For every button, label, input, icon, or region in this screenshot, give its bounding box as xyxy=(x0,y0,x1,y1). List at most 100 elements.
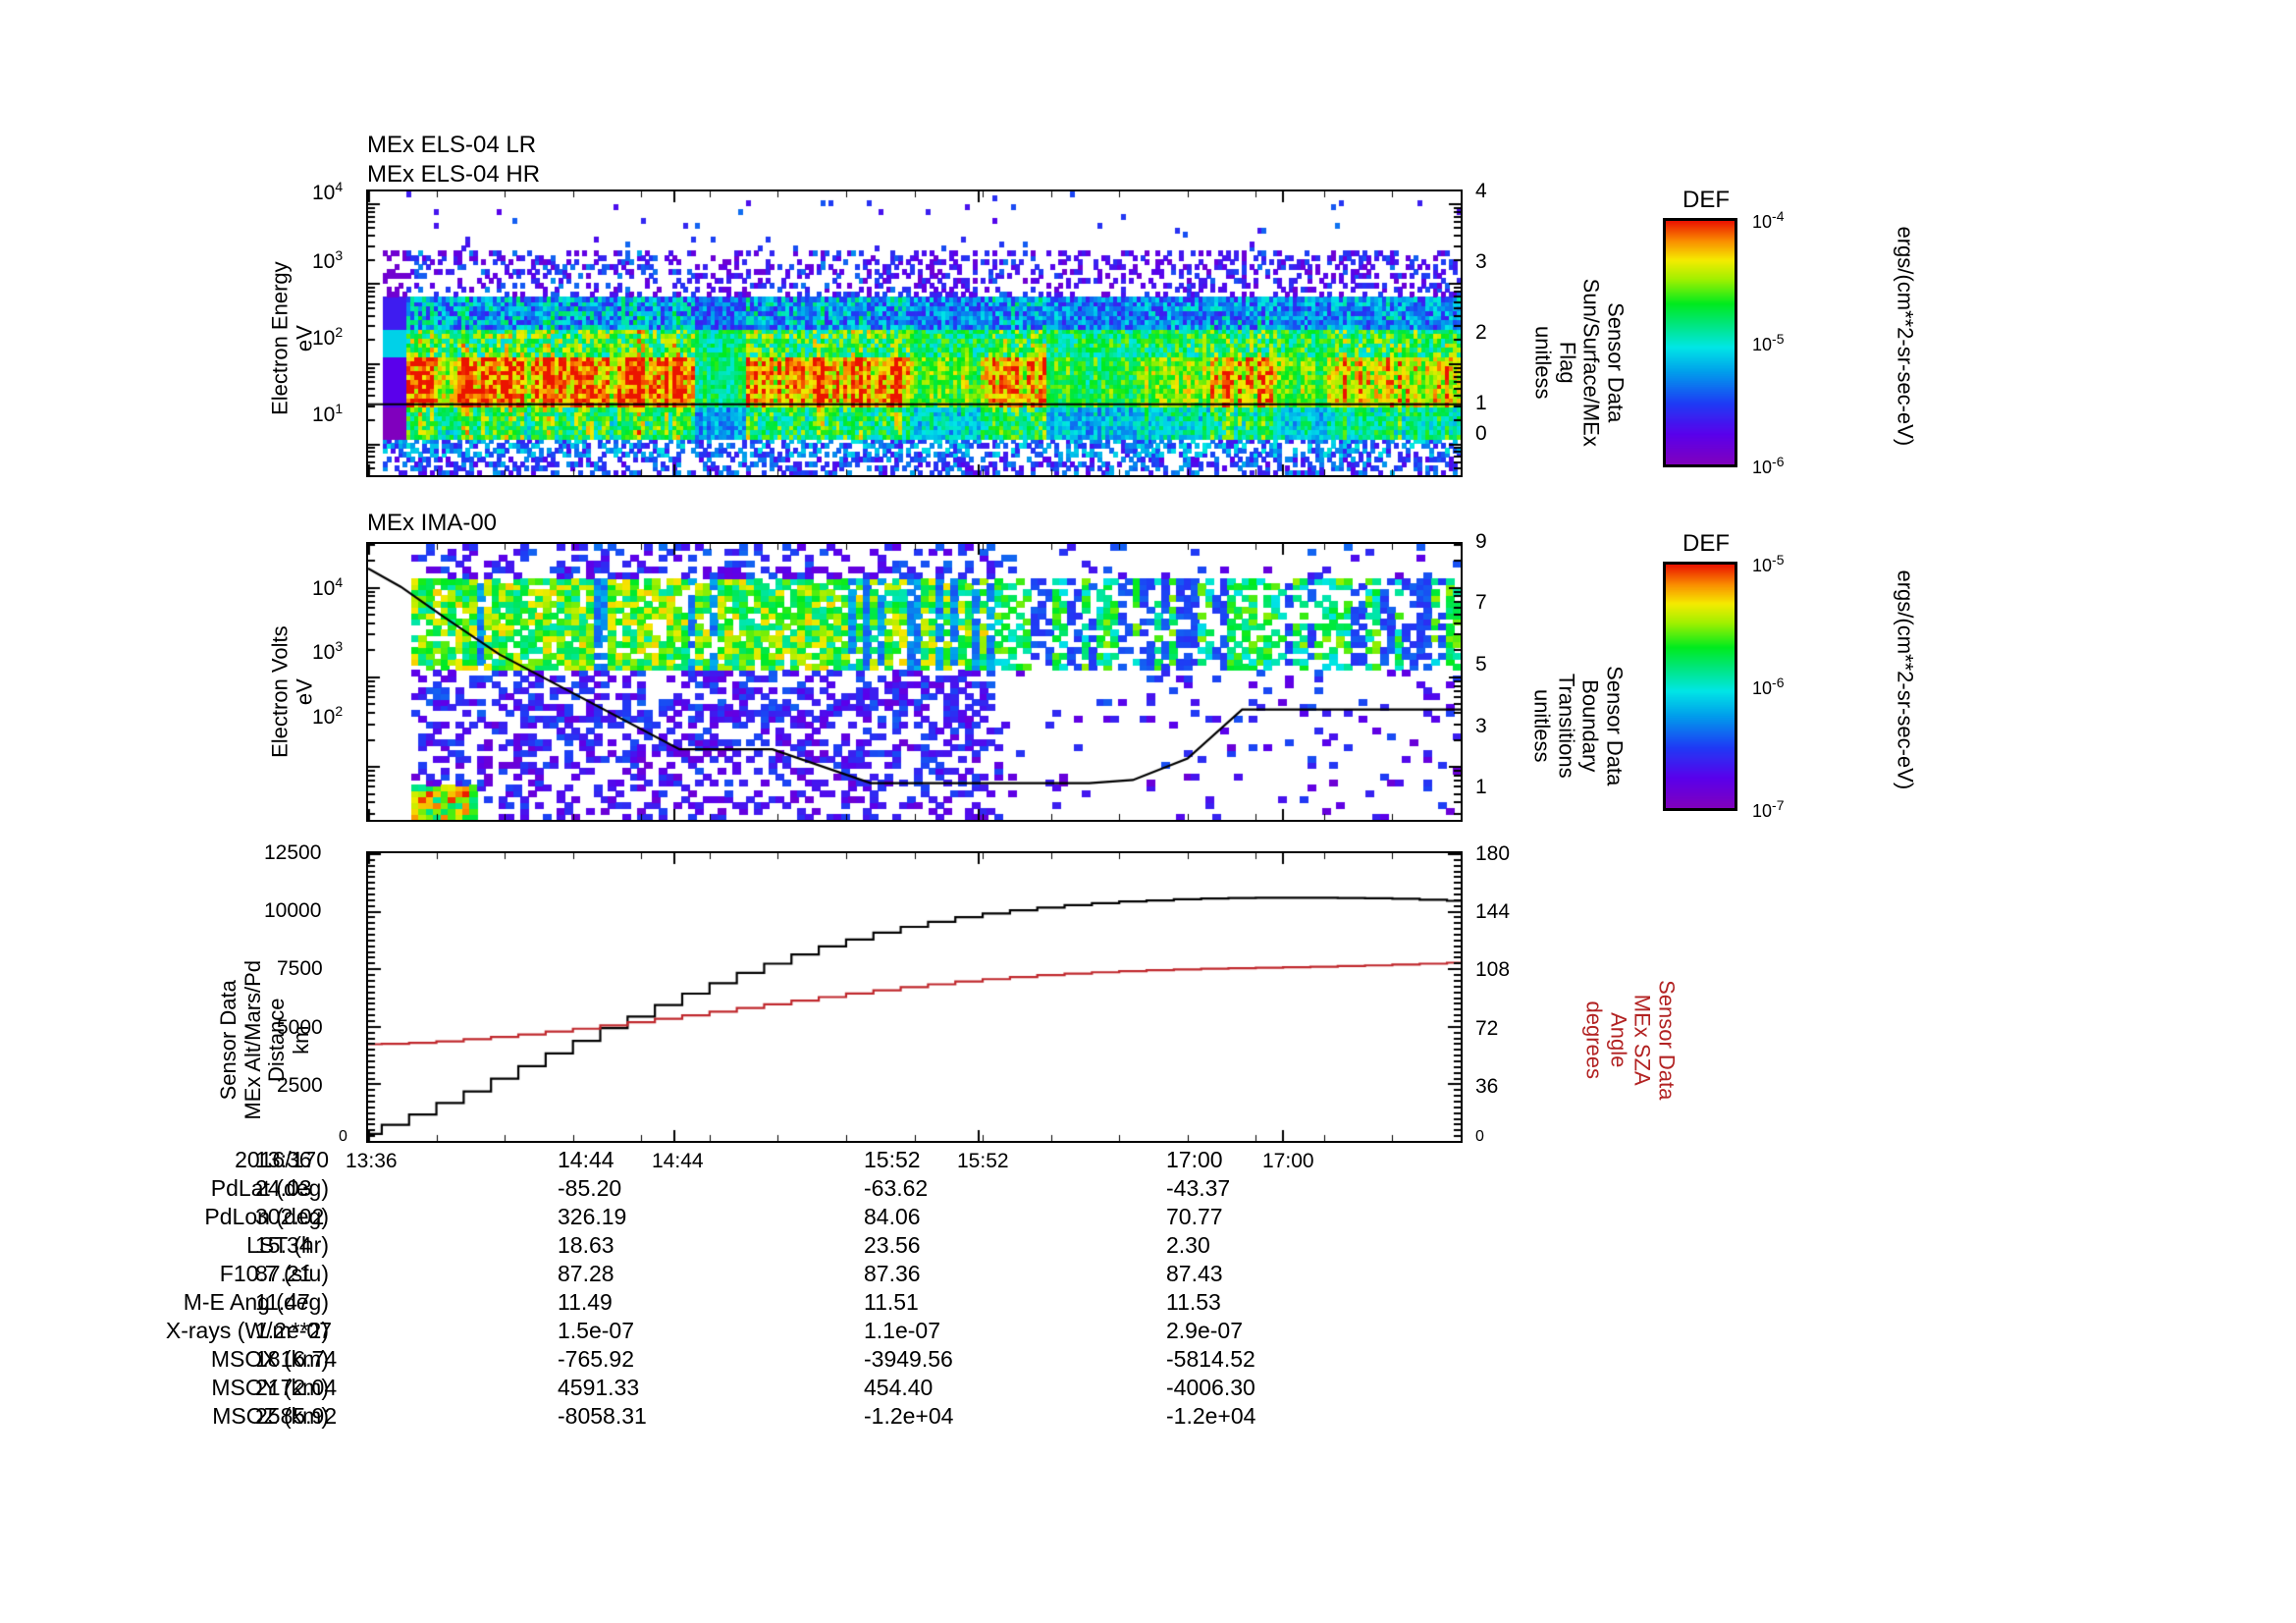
table-cell: 13:36 xyxy=(255,1147,312,1172)
table-cell: -1.2e+04 xyxy=(1166,1403,1256,1429)
panel-ima-right-label: Sensor Data Boundary Transitions unitless xyxy=(1529,666,1628,786)
table-cell: 1.1e-07 xyxy=(864,1318,941,1343)
panel-ephem-plot xyxy=(366,851,1463,1143)
table-cell: -4006.30 xyxy=(1166,1375,1255,1400)
table-cell: 11.51 xyxy=(864,1289,919,1315)
xtick-1: 14:44 xyxy=(652,1150,704,1172)
table-cell: 87.21 xyxy=(255,1261,312,1286)
table-cell: 2.9e-07 xyxy=(1166,1318,1244,1343)
ima-rtick-3: 3 xyxy=(1475,715,1487,737)
table-cell: 18.63 xyxy=(558,1232,614,1258)
eph-rtick-144: 144 xyxy=(1475,900,1511,923)
table-row-label: LST (hr) xyxy=(246,1232,329,1258)
ima-rtick-1: 1 xyxy=(1475,776,1487,798)
els-ytick-1e4: 104 xyxy=(312,179,344,204)
table-cell: 11.49 xyxy=(558,1289,613,1315)
table-cell: 2.30 xyxy=(1166,1232,1210,1258)
els-ytick-1e3: 103 xyxy=(312,247,344,273)
xtick-2: 15:52 xyxy=(957,1150,1009,1172)
eph-rtick-180: 180 xyxy=(1475,842,1511,865)
panel-ima-title: MEx IMA-00 xyxy=(367,510,498,536)
panel-els-ylabel: Electron Energy eV xyxy=(267,261,316,415)
ima-ytick-1e4: 104 xyxy=(312,574,344,600)
panel-ima-ylabel: Electron Volts eV xyxy=(267,625,316,758)
table-cell: -765.92 xyxy=(558,1346,635,1372)
colorbar-1-units: ergs/(cm**2-sr-sec-eV) xyxy=(1893,226,1918,447)
els-rtick-1: 1 xyxy=(1475,392,1487,414)
colorbar-2-units: ergs/(cm**2-sr-sec-eV) xyxy=(1893,569,1918,790)
table-cell: 302.02 xyxy=(255,1204,325,1229)
table-row-label: PdLat (deg) xyxy=(210,1175,329,1201)
table-cell: 1.5e-07 xyxy=(558,1318,635,1343)
panel-ephem-right-label: Sensor Data MEx SZA Angle degrees xyxy=(1581,980,1680,1101)
panel-els-right-label: Sensor Data Sun/Surface/MEx Flag unitless xyxy=(1530,278,1629,447)
table-row-label: MSOZ (km) xyxy=(212,1403,329,1429)
table-cell: -5814.52 xyxy=(1166,1346,1255,1372)
table-cell: -3949.56 xyxy=(864,1346,953,1372)
ima-ytick-1e3: 103 xyxy=(312,638,344,664)
colorbar-1-mid-label: 10-5 xyxy=(1752,331,1785,354)
table-cell: 87.36 xyxy=(864,1261,921,1286)
table-cell: -8058.31 xyxy=(558,1403,647,1429)
table-cell: 2172.04 xyxy=(255,1375,338,1400)
colorbar-1-title: DEF xyxy=(1682,187,1730,213)
colorbar-2-mid-label: 10-6 xyxy=(1752,675,1785,698)
table-cell: 24.03 xyxy=(255,1175,312,1201)
ima-rtick-5: 5 xyxy=(1475,653,1487,676)
table-cell: 14:44 xyxy=(558,1147,614,1172)
table-cell: -43.37 xyxy=(1166,1175,1231,1201)
colorbar-2-top-label: 10-5 xyxy=(1752,552,1785,575)
table-row-label: MSOY (km) xyxy=(211,1375,329,1400)
table-cell: 17:00 xyxy=(1166,1147,1223,1172)
colorbar-1-top-label: 10-4 xyxy=(1752,208,1785,232)
table-row-label: X-rays (W/m**2) xyxy=(165,1318,329,1343)
table-cell: 11.47 xyxy=(255,1289,310,1315)
ima-ytick-1e2: 102 xyxy=(312,703,344,729)
table-row-label: MSOX (km) xyxy=(210,1346,329,1372)
table-cell: 15.34 xyxy=(255,1232,312,1258)
eph-ytick-12500: 12500 xyxy=(264,841,322,864)
ima-rtick-9: 9 xyxy=(1475,530,1487,553)
table-cell: 11.53 xyxy=(1166,1289,1221,1315)
eph-ytick-2500: 2500 xyxy=(277,1074,323,1097)
table-cell: -1.2e+04 xyxy=(864,1403,954,1429)
colorbar-1 xyxy=(1663,218,1737,467)
eph-rtick-0: 0 xyxy=(1475,1128,1484,1145)
ima-rtick-7: 7 xyxy=(1475,591,1487,614)
els-rtick-4: 4 xyxy=(1475,180,1487,202)
table-cell: 84.06 xyxy=(864,1204,921,1229)
colorbar-2-bottom-label: 10-7 xyxy=(1752,797,1785,821)
eph-rtick-36: 36 xyxy=(1475,1075,1499,1098)
table-cell: 454.40 xyxy=(864,1375,934,1400)
table-cell: 326.19 xyxy=(558,1204,627,1229)
table-cell: 15:52 xyxy=(864,1147,921,1172)
panel-ephem-ylabel: Sensor Data MEx Alt/Mars/Pd Distance km xyxy=(215,959,313,1120)
table-cell: 70.77 xyxy=(1166,1204,1223,1229)
colorbar-2-title: DEF xyxy=(1682,530,1730,557)
panel-els-title2: MEx ELS-04 HR xyxy=(367,161,541,188)
table-row-label: M-E Ang (deg) xyxy=(183,1289,329,1315)
table-cell: 1.2e-07 xyxy=(255,1318,333,1343)
xtick-3: 17:00 xyxy=(1262,1150,1314,1172)
els-rtick-3: 3 xyxy=(1475,250,1487,273)
els-rtick-0: 0 xyxy=(1475,422,1487,445)
table-cell: -85.20 xyxy=(558,1175,622,1201)
eph-rtick-72: 72 xyxy=(1475,1017,1499,1040)
table-cell: 87.28 xyxy=(558,1261,614,1286)
table-cell: 2585.92 xyxy=(255,1403,338,1429)
colorbar-1-bottom-label: 10-6 xyxy=(1752,454,1785,477)
els-rtick-2: 2 xyxy=(1475,321,1487,344)
table-cell: 23.56 xyxy=(864,1232,921,1258)
panel-els-title: MEx ELS-04 LR xyxy=(367,132,537,158)
table-cell: -63.62 xyxy=(864,1175,929,1201)
eph-ytick-0: 0 xyxy=(339,1128,347,1145)
table-cell: 87.43 xyxy=(1166,1261,1223,1286)
table-row-label: 2016/170 xyxy=(235,1147,329,1172)
eph-rtick-108: 108 xyxy=(1475,958,1511,981)
eph-ytick-7500: 7500 xyxy=(277,957,323,980)
els-ytick-1e1: 101 xyxy=(312,401,344,426)
els-ytick-1e2: 102 xyxy=(312,324,344,350)
eph-ytick-5000: 5000 xyxy=(277,1016,323,1039)
eph-ytick-10000: 10000 xyxy=(264,899,322,922)
table-cell: 1816.74 xyxy=(255,1346,338,1372)
